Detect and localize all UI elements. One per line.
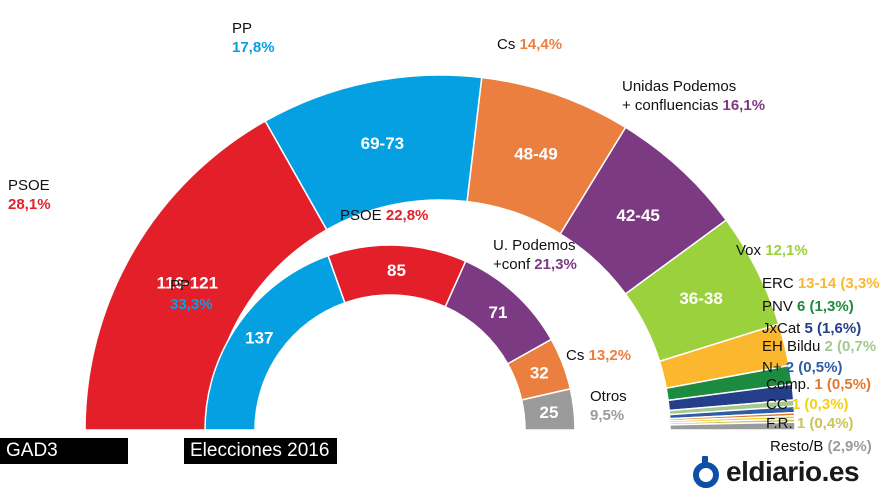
label-outer-f-r: F.R. 1 (0,4%): [766, 415, 854, 432]
label-outer-cc: CC 1 (0,3%): [766, 396, 849, 413]
label-outer-jxcat: JxCat 5 (1,6%): [762, 320, 861, 337]
eldiario-logo-icon: [693, 456, 719, 488]
inner-seats-cs: 32: [530, 363, 549, 382]
inner-hemicycle: 137 85 71 32 25: [204, 244, 576, 431]
outer-seats-unidas-podemos: 42-45: [616, 206, 659, 225]
gad3-tag: GAD3: [0, 438, 128, 464]
label-inner-psoe: PSOE 22,8%: [340, 207, 428, 224]
inner-seats-u-podemos: 71: [488, 303, 507, 322]
inner-seats-otros: 25: [540, 403, 559, 422]
label-outer-psoe: PSOE 28,1%: [8, 177, 51, 213]
label-outer-pp: PP 17,8%: [232, 20, 275, 56]
outer-seats-cs: 48-49: [514, 145, 557, 164]
inner-seats-pp: 137: [245, 329, 273, 348]
party-labels: PSOE 28,1% PP 17,8% Cs 14,4% Unidas Podemos + …: [8, 20, 880, 455]
label-outer-vox: Vox 12,1%: [736, 242, 808, 259]
label-outer-cs: Cs 14,4%: [497, 36, 562, 53]
outer-segment-resto-b: [669, 421, 796, 431]
eldiario-logo-text: eldiario.es: [726, 456, 860, 487]
label-outer-eh-bildu: EH Bildu 2 (0,7%: [762, 338, 876, 355]
label-outer-pnv: PNV 6 (1,3%): [762, 298, 854, 315]
eldiario-logo[interactable]: eldiario.es: [693, 455, 860, 489]
outer-seats-psoe: 116-121: [157, 274, 218, 293]
label-outer-resto-b: Resto/B (2,9%): [770, 438, 872, 455]
outer-hemicycle: 116-121 69-73 48-49 42-45 36-38: [84, 74, 796, 431]
outer-seats-vox: 36-38: [679, 289, 722, 308]
label-outer-erc: ERC 13-14 (3,3%: [762, 275, 880, 292]
label-inner-otros: Otros 9,5%: [590, 388, 627, 424]
inner-segment-otros: [520, 387, 576, 431]
inner-seats-psoe: 85: [387, 261, 406, 280]
label-inner-podemos: U. Podemos +conf 21,3%: [493, 237, 577, 273]
label-outer-podemos: Unidas Podemos + confluencias 16,1%: [622, 78, 765, 114]
label-inner-pp: PP 33,3%: [170, 277, 213, 313]
elecciones-2016-tag: Elecciones 2016: [184, 438, 338, 464]
label-outer-comp: Comp. 1 (0,5%): [766, 376, 871, 393]
label-outer-n: N+ 2 (0,5%): [762, 359, 842, 376]
outer-seats-pp: 69-73: [361, 134, 404, 153]
label-inner-cs: Cs 13,2%: [566, 347, 631, 364]
